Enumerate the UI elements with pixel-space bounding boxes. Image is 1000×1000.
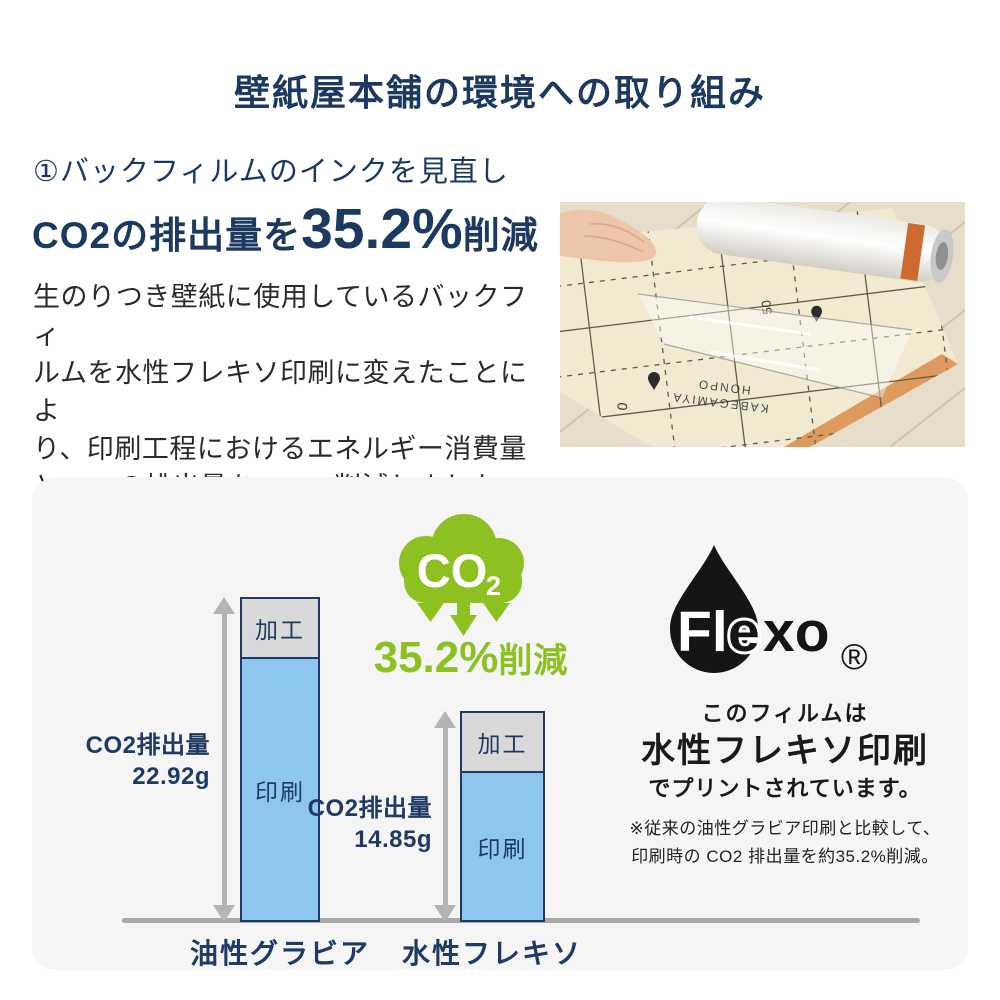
co2-cloud-icon: CO 2 [399, 514, 524, 636]
sheet-orange-edge [784, 354, 958, 447]
bar-segment-printing: 印刷 [462, 773, 543, 920]
page-title: 壁紙屋本舗の環境への取り組み [233, 72, 766, 113]
film-note-line2: 水性フレキソ印刷 [641, 732, 929, 770]
flexo-drop-icon [670, 545, 758, 673]
flexo-logo-icon: Fl e xo ® [670, 545, 868, 677]
flexo-text-e: e [728, 600, 760, 664]
film-highlights [689, 315, 821, 372]
reduction-text: 35.2%削減 [356, 633, 586, 683]
hand [560, 209, 657, 263]
total-arrow-oil-gravure [211, 597, 237, 922]
film-edges [637, 293, 913, 399]
co2-statement-highlight: 35.2% [301, 197, 463, 261]
brand-drop-mark-icon [811, 305, 822, 322]
brand-drop-mark-icon [648, 372, 660, 390]
total-label-water-flexo: CO2排出量 14.85g [274, 793, 432, 855]
reduction-suffix: 削減 [498, 642, 569, 680]
infographic-panel: 加工 印刷 CO2排出量 22.92g 加工 印刷 CO2排出量 14.85 [32, 477, 968, 970]
axis-label-oil-gravure: 油性グラビア [189, 938, 370, 969]
intro-paragraph-line: 生のりつき壁紙に使用しているバックフィ [33, 282, 528, 350]
total-label-value: 22.92g [132, 763, 210, 790]
cloud-subscript: 2 [486, 571, 501, 601]
ruler-mark-0: 0 [614, 402, 631, 412]
co2-statement: CO2の排出量を35.2%削減 [32, 196, 539, 262]
arrow-shaft [442, 728, 448, 905]
footnote-line: ※従来の油性グラビア印刷と比較して、 [629, 819, 941, 838]
wallpaper-roll [696, 202, 954, 283]
svg-text:HONPO: HONPO [696, 377, 751, 397]
arrow-down-icon [434, 905, 456, 922]
film-note-line3: でプリントされています。 [648, 776, 922, 801]
bar-oil-gravure: 加工 印刷 [240, 597, 320, 922]
arrow-up-icon [213, 597, 235, 614]
intro-paragraph-line: り、印刷工程におけるエネルギー消費量 [33, 434, 527, 464]
intro-paragraph-line: ルムを水性フレキソ印刷に変えたことによ [33, 358, 528, 426]
co2-statement-prefix: CO2の排出量を [32, 215, 302, 256]
svg-text:0: 0 [614, 402, 631, 412]
segment-label: 加工 [255, 617, 305, 643]
backfilm-photo: 10 50 0 KABEGAMIYA HONPO [560, 202, 965, 447]
arrow-down-icon [213, 905, 235, 922]
registered-mark: ® [841, 636, 868, 677]
co2-statement-suffix: 削減 [462, 215, 539, 256]
total-label-title: CO2排出量 [85, 732, 210, 759]
film-note-line1: このフィルムは [701, 701, 869, 726]
bar-segment-processing: 加工 [462, 713, 543, 773]
segment-label: 加工 [477, 731, 528, 757]
axis-label-water-flexo: 水性フレキソ [401, 938, 582, 969]
bar-water-flexo: 加工 印刷 [460, 711, 545, 922]
cloud-co-text: CO [417, 544, 488, 597]
segment-label: 印刷 [477, 835, 528, 862]
footnote: ※従来の油性グラビア印刷と比較して、 印刷時の CO2 排出量を約35.2%削減… [630, 815, 941, 871]
total-label-oil-gravure: CO2排出量 22.92g [52, 730, 210, 792]
reduction-value: 35.2% [373, 633, 499, 682]
arrow-shaft [221, 614, 227, 905]
flexo-column: Fl e xo ® このフィルムは 水性フレキソ印刷 でプリントされています。 … [602, 543, 968, 871]
hand-finger-lines [583, 222, 645, 253]
footnote-line: 印刷時の CO2 排出量を約35.2%削減。 [631, 847, 939, 866]
bar-segment-printing: 印刷 [242, 659, 318, 920]
flexo-text-xo: xo [763, 600, 830, 664]
intro-paragraph: 生のりつき壁紙に使用しているバックフィ ルムを水性フレキソ印刷に変えたことによ … [33, 278, 553, 506]
total-label-value: 14.85g [354, 826, 432, 853]
total-label-title: CO2排出量 [307, 795, 432, 822]
arrow-up-icon [434, 711, 456, 728]
bar-segment-processing: 加工 [242, 599, 318, 659]
total-arrow-water-flexo [432, 711, 458, 922]
intro-heading: ①バックフィルムのインクを見直し [33, 156, 509, 188]
segment-label: 印刷 [255, 778, 305, 805]
flexo-text-fl: Fl [677, 600, 728, 664]
